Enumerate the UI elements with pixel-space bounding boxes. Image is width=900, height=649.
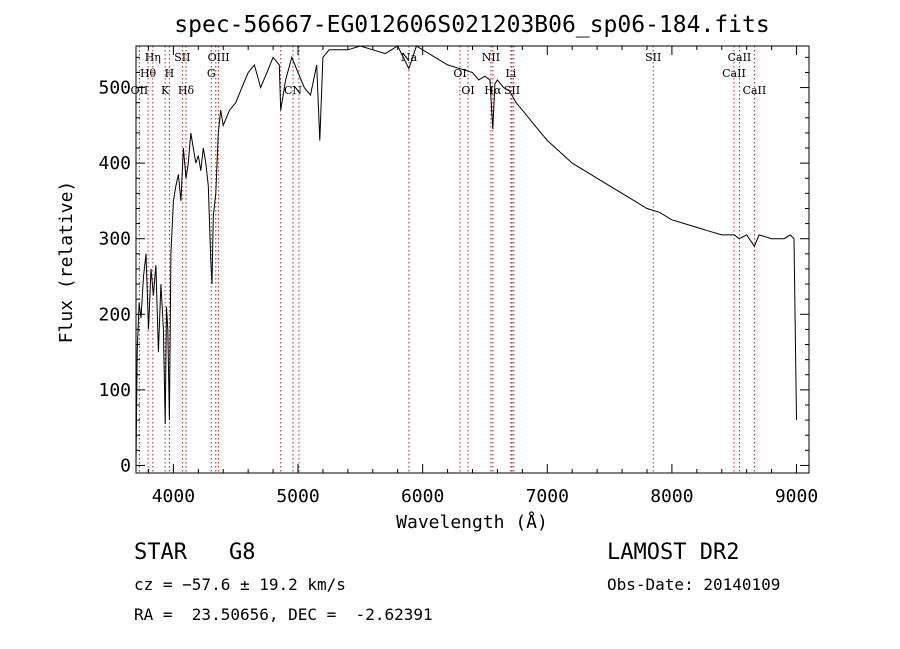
line-marker-label: CaII [743,84,767,97]
x-axis-label: Wavelength (Å) [396,511,548,533]
line-marker-label: NII [482,51,500,64]
x-tick-label: 6000 [401,486,444,507]
line-marker-label: H [165,67,175,80]
y-tick-label: 200 [98,304,131,325]
x-tick-label: 4000 [152,486,195,507]
line-marker-label: SII [174,51,190,64]
line-marker-label: OI [453,67,466,80]
line-marker-label: Li [505,67,516,80]
object-type: STAR [134,540,187,565]
line-marker-label: CaII [728,51,752,64]
y-tick-label: 500 [98,78,131,99]
line-marker-label: OI [461,84,474,97]
survey-name: LAMOST DR2 [607,540,740,565]
y-tick-label: 0 [120,455,131,476]
line-marker-group [138,46,755,473]
line-marker-label: OIII [208,51,230,64]
line-marker-label: G [207,67,216,80]
line-marker-label: SII [504,84,520,97]
spectral-subclass: G8 [229,540,256,565]
redshift-value: cz = −57.6 ± 19.2 km/s [134,575,346,594]
line-marker-label: OII [131,84,149,97]
x-tick-label: 8000 [650,486,693,507]
spectrum-line [135,45,797,466]
observation-date: Obs-Date: 20140109 [607,575,781,594]
y-axis: 0 100 200 300 400 500 [98,56,809,476]
line-marker-label: Na [401,51,418,64]
line-marker-label: Hθ [140,67,157,80]
line-marker-label: CaII [722,67,746,80]
line-marker-label: SII [645,51,661,64]
line-marker-label: Hδ [178,84,195,97]
y-tick-label: 400 [98,153,131,174]
x-axis: 4000 5000 6000 7000 8000 9000 [147,46,818,507]
x-tick-label: 9000 [775,486,818,507]
line-marker-label: K [161,84,170,97]
coordinates: RA = 23.50656, DEC = -2.62391 [134,605,433,624]
chart-title: spec-56667-EG012606S021203B06_sp06-184.f… [174,12,769,38]
plot-frame [135,45,810,474]
x-tick-label: 5000 [276,486,319,507]
line-marker-label: Hα [484,84,502,97]
y-axis-label: Flux (relative) [56,181,77,344]
x-tick-label: 7000 [526,486,569,507]
y-tick-label: 300 [98,229,131,250]
y-tick-label: 100 [98,380,131,401]
line-marker-label: Hη [145,51,161,64]
line-marker-label: CN [284,84,302,97]
